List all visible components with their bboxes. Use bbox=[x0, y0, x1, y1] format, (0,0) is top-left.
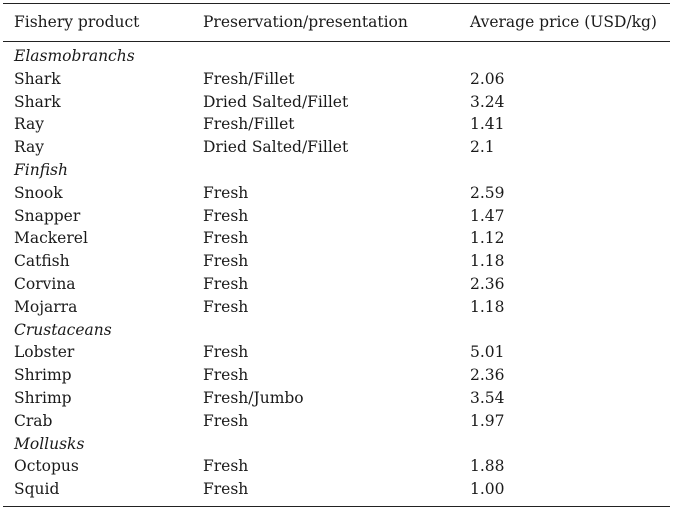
price-cell: 1.97 bbox=[470, 411, 505, 430]
table-row: Crab Fresh 1.97 bbox=[0, 410, 676, 433]
price-cell: 2.59 bbox=[470, 183, 505, 202]
table-body: Elasmobranchs Shark Fresh/Fillet 2.06 Shark D… bbox=[0, 45, 676, 501]
category-row: Mollusks bbox=[0, 433, 676, 456]
product-cell: Lobster bbox=[14, 343, 75, 362]
category-label: Elasmobranchs bbox=[14, 47, 135, 65]
table-row: Lobster Fresh 5.01 bbox=[0, 341, 676, 364]
price-cell: 2.06 bbox=[470, 69, 505, 88]
price-cell: 5.01 bbox=[470, 343, 505, 362]
price-cell: 3.24 bbox=[470, 92, 505, 111]
category-label: Crustaceans bbox=[14, 320, 112, 339]
preservation-cell: Fresh bbox=[203, 297, 249, 316]
preservation-cell: Fresh/Fillet bbox=[203, 69, 295, 88]
preservation-cell: Dried Salted/Fillet bbox=[203, 92, 349, 111]
table-row: Ray Fresh/Fillet 1.41 bbox=[0, 113, 676, 136]
category-row: Crustaceans bbox=[0, 319, 676, 342]
header-fishery-product: Fishery product bbox=[14, 13, 140, 31]
preservation-cell: Fresh/Jumbo bbox=[203, 388, 304, 407]
product-cell: Shrimp bbox=[14, 366, 72, 385]
product-cell: Crab bbox=[14, 411, 53, 430]
product-cell: Ray bbox=[14, 138, 45, 157]
header-preservation: Preservation/presentation bbox=[203, 13, 408, 31]
category-label: Mollusks bbox=[14, 434, 85, 453]
table-row: Snapper Fresh 1.47 bbox=[0, 205, 676, 228]
table-row: Mojarra Fresh 1.18 bbox=[0, 296, 676, 319]
product-cell: Catfish bbox=[14, 252, 70, 271]
price-cell: 1.47 bbox=[470, 206, 505, 225]
table-row: Shark Fresh/Fillet 2.06 bbox=[0, 68, 676, 91]
table-row: Ray Dried Salted/Fillet 2.1 bbox=[0, 136, 676, 159]
product-cell: Corvina bbox=[14, 274, 76, 293]
product-cell: Mojarra bbox=[14, 297, 78, 316]
preservation-cell: Fresh bbox=[203, 366, 249, 385]
product-cell: Shrimp bbox=[14, 388, 72, 407]
product-cell: Octopus bbox=[14, 457, 79, 476]
table-row: Catfish Fresh 1.18 bbox=[0, 250, 676, 273]
product-cell: Snook bbox=[14, 183, 63, 202]
table-row: Shrimp Fresh/Jumbo 3.54 bbox=[0, 387, 676, 410]
preservation-cell: Fresh/Fillet bbox=[203, 115, 295, 134]
price-cell: 1.18 bbox=[470, 297, 505, 316]
preservation-cell: Dried Salted/Fillet bbox=[203, 138, 349, 157]
category-label: Finfish bbox=[14, 160, 68, 179]
table-header-row: Fishery product Preservation/presentatio… bbox=[0, 11, 676, 33]
price-cell: 1.41 bbox=[470, 115, 505, 134]
table-row: Corvina Fresh 2.36 bbox=[0, 273, 676, 296]
table-row: Shark Dried Salted/Fillet 3.24 bbox=[0, 91, 676, 114]
preservation-cell: Fresh bbox=[203, 183, 249, 202]
preservation-cell: Fresh bbox=[203, 252, 249, 271]
category-row: Finfish bbox=[0, 159, 676, 182]
table-top-rule bbox=[3, 3, 670, 4]
price-cell: 1.88 bbox=[470, 457, 505, 476]
preservation-cell: Fresh bbox=[203, 480, 249, 499]
preservation-cell: Fresh bbox=[203, 206, 249, 225]
preservation-cell: Fresh bbox=[203, 229, 249, 248]
price-cell: 2.36 bbox=[470, 274, 505, 293]
category-row: Elasmobranchs bbox=[0, 45, 676, 68]
product-cell: Ray bbox=[14, 115, 45, 134]
product-cell: Shark bbox=[14, 69, 61, 88]
price-cell: 1.12 bbox=[470, 229, 505, 248]
table-row: Shrimp Fresh 2.36 bbox=[0, 364, 676, 387]
product-cell: Squid bbox=[14, 480, 60, 499]
preservation-cell: Fresh bbox=[203, 274, 249, 293]
table-row: Octopus Fresh 1.88 bbox=[0, 455, 676, 478]
table-row: Snook Fresh 2.59 bbox=[0, 182, 676, 205]
table-row: Squid Fresh 1.00 bbox=[0, 478, 676, 501]
product-cell: Snapper bbox=[14, 206, 81, 225]
table-row: Mackerel Fresh 1.12 bbox=[0, 227, 676, 250]
preservation-cell: Fresh bbox=[203, 343, 249, 362]
price-cell: 1.00 bbox=[470, 480, 505, 499]
preservation-cell: Fresh bbox=[203, 457, 249, 476]
price-cell: 2.1 bbox=[470, 138, 495, 157]
price-cell: 3.54 bbox=[470, 388, 505, 407]
preservation-cell: Fresh bbox=[203, 411, 249, 430]
header-average-price: Average price (USD/kg) bbox=[470, 13, 657, 31]
table-bottom-rule bbox=[3, 506, 670, 507]
product-cell: Shark bbox=[14, 92, 61, 111]
price-cell: 1.18 bbox=[470, 252, 505, 271]
product-cell: Mackerel bbox=[14, 229, 88, 248]
table-header-rule bbox=[3, 41, 670, 42]
price-cell: 2.36 bbox=[470, 366, 505, 385]
